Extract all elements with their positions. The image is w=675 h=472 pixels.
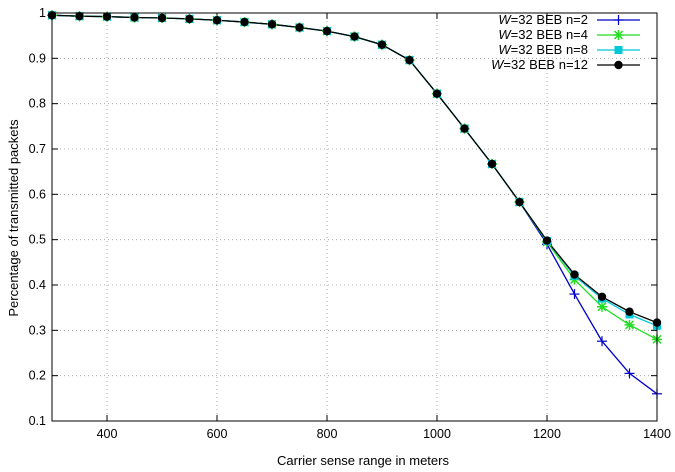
- x-tick-label: 400: [97, 427, 118, 441]
- data-point-series-4: [322, 26, 332, 36]
- data-point-series-1: [569, 289, 580, 300]
- data-point-series-4: [240, 17, 249, 27]
- series-line-1: [51, 14, 658, 395]
- legend-marker: [614, 46, 623, 54]
- x-tick-label: 800: [317, 427, 338, 441]
- y-axis-title: Percentage of transmitted packets: [6, 119, 21, 317]
- data-point-series-4: [295, 23, 304, 32]
- x-tick-label: 600: [207, 427, 228, 441]
- data-point-series-4: [267, 20, 277, 29]
- y-tick-label: 0.8: [29, 97, 46, 111]
- series-lines: [51, 14, 658, 395]
- data-point-series-4: [542, 236, 552, 245]
- data-point-series-4: [515, 197, 524, 207]
- y-tick-label: 0.5: [29, 233, 46, 247]
- data-point-series-4: [350, 32, 359, 41]
- data-point-series-2: [597, 301, 607, 312]
- data-point-series-4: [405, 55, 414, 65]
- data-point-series-4: [432, 89, 442, 98]
- data-point-series-4: [212, 16, 222, 25]
- y-tick-label: 0.1: [29, 414, 46, 428]
- data-point-series-4: [377, 40, 387, 49]
- data-point-series-4: [75, 11, 84, 21]
- grid-lines: [52, 13, 657, 421]
- data-point-series-4: [625, 307, 634, 316]
- legend-entry-1: W=32 BEB n=2: [498, 12, 640, 27]
- data-point-series-4: [185, 14, 194, 24]
- data-point-series-1: [597, 336, 607, 347]
- y-tick-label: 0.9: [29, 51, 46, 65]
- legend-marker: [613, 30, 624, 40]
- data-point-series-4: [157, 13, 167, 23]
- legend-entry-2: W=32 BEB n=4: [498, 27, 640, 42]
- x-tick-label: 1200: [533, 427, 561, 441]
- legend-entry-4: W=32 BEB n=12: [491, 57, 640, 72]
- legend-label: W=32 BEB n=4: [498, 27, 588, 42]
- legend: W=32 BEB n=2W=32 BEB n=4W=32 BEB n=8W=32…: [491, 12, 640, 72]
- y-tick-label: 0.7: [29, 142, 46, 156]
- legend-label: W=32 BEB n=2: [498, 12, 588, 27]
- y-tick-label: 0.4: [29, 278, 46, 292]
- data-point-series-4: [460, 124, 469, 133]
- legend-label: W=32 BEB n=8: [498, 42, 588, 57]
- data-point-series-2: [624, 319, 635, 330]
- legend-marker: [614, 60, 623, 70]
- y-tick-label: 0.3: [29, 323, 46, 337]
- legend-entry-3: W=32 BEB n=8: [498, 42, 640, 57]
- data-point-series-4: [102, 12, 112, 21]
- data-point-series-1: [624, 368, 635, 379]
- y-tick-label: 0.6: [29, 187, 46, 201]
- y-tick-label: 0.2: [29, 369, 46, 383]
- data-point-series-4: [487, 159, 497, 169]
- x-tick-label: 1400: [643, 427, 671, 441]
- data-point-series-4: [130, 13, 139, 22]
- y-tick-label: 1: [39, 6, 46, 20]
- legend-marker: [613, 15, 624, 25]
- x-axis-title: Carrier sense range in meters: [277, 453, 449, 468]
- plot-frame: [51, 12, 658, 422]
- data-point-series-4: [570, 270, 579, 279]
- legend-label: W=32 BEB n=12: [491, 57, 588, 72]
- data-point-series-4: [597, 292, 607, 301]
- x-tick-label: 1000: [423, 427, 451, 441]
